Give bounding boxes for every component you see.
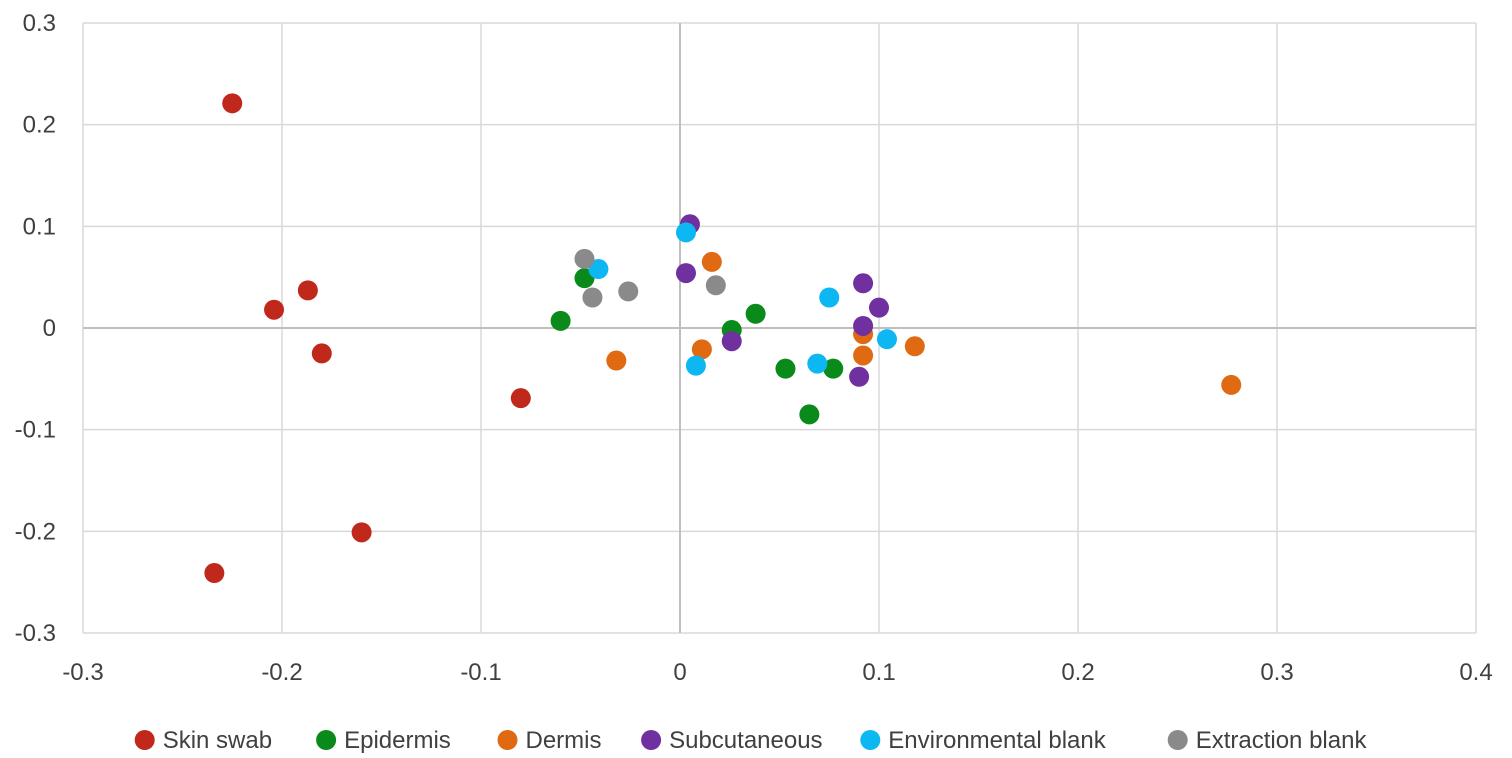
legend-label-environmental-blank: Environmental blank bbox=[888, 727, 1106, 754]
point-dermis bbox=[691, 339, 712, 360]
legend-label-epidermis: Epidermis bbox=[344, 727, 451, 754]
zero-axes bbox=[83, 23, 1476, 633]
point-environmental-blank bbox=[675, 222, 696, 243]
y-tick-label: -0.1 bbox=[15, 417, 56, 444]
legend-item-dermis: Dermis bbox=[497, 727, 602, 754]
x-tick-label: 0.3 bbox=[1260, 659, 1293, 686]
point-dermis bbox=[904, 336, 925, 357]
point-environmental-blank bbox=[876, 329, 897, 350]
legend-marker-dermis bbox=[497, 730, 518, 750]
point-environmental-blank bbox=[588, 259, 609, 280]
point-extraction-blank bbox=[618, 281, 639, 302]
point-epidermis bbox=[550, 310, 571, 331]
point-skin-swab bbox=[311, 343, 332, 364]
x-tick-label: -0.2 bbox=[261, 659, 302, 686]
x-tick-label: 0.2 bbox=[1061, 659, 1094, 686]
point-extraction-blank bbox=[582, 287, 603, 308]
point-dermis bbox=[606, 350, 627, 371]
legend-marker-subcutaneous bbox=[641, 730, 662, 750]
point-dermis bbox=[853, 345, 874, 366]
y-tick-label: -0.2 bbox=[15, 518, 56, 545]
point-subcutaneous bbox=[853, 315, 874, 336]
point-subcutaneous bbox=[849, 366, 870, 387]
y-tick-label: 0.1 bbox=[23, 213, 56, 240]
point-environmental-blank bbox=[819, 287, 840, 308]
x-tick-labels: -0.3 -0.2 -0.1 0 0.1 0.2 0.3 0.4 bbox=[62, 659, 1492, 686]
legend-item-environmental-blank: Environmental blank bbox=[860, 727, 1107, 754]
legend-marker-epidermis bbox=[316, 730, 337, 750]
point-skin-swab bbox=[510, 388, 531, 409]
point-subcutaneous bbox=[675, 263, 696, 284]
x-tick-label: -0.1 bbox=[460, 659, 501, 686]
legend-label-dermis: Dermis bbox=[526, 727, 602, 754]
legend: Skin swab Epidermis Dermis Subcutaneous Envi… bbox=[134, 727, 1368, 754]
legend-marker-environmental-blank bbox=[860, 730, 881, 750]
point-subcutaneous bbox=[869, 297, 889, 318]
x-tick-label: 0.1 bbox=[862, 659, 895, 686]
point-epidermis bbox=[745, 303, 766, 324]
point-epidermis bbox=[823, 358, 844, 379]
legend-item-epidermis: Epidermis bbox=[316, 727, 451, 754]
y-tick-label: -0.3 bbox=[15, 620, 56, 647]
point-environmental-blank bbox=[685, 355, 706, 376]
y-tick-label: 0.2 bbox=[23, 112, 56, 139]
point-environmental-blank bbox=[807, 353, 828, 374]
y-tick-label: 0 bbox=[43, 315, 56, 342]
point-dermis bbox=[1221, 374, 1242, 395]
point-skin-swab bbox=[204, 563, 225, 584]
legend-label-skin-swab: Skin swab bbox=[163, 727, 272, 754]
point-epidermis bbox=[799, 404, 820, 425]
legend-marker-extraction-blank bbox=[1167, 730, 1188, 750]
x-tick-label: -0.3 bbox=[62, 659, 103, 686]
point-subcutaneous bbox=[853, 273, 874, 294]
point-extraction-blank bbox=[574, 248, 595, 269]
point-skin-swab bbox=[222, 93, 243, 114]
legend-label-subcutaneous: Subcutaneous bbox=[669, 727, 822, 754]
legend-item-extraction-blank: Extraction blank bbox=[1167, 727, 1368, 754]
point-skin-swab bbox=[264, 299, 285, 320]
data-points bbox=[204, 93, 1242, 584]
legend-item-skin-swab: Skin swab bbox=[134, 727, 272, 754]
x-tick-label: 0.4 bbox=[1459, 659, 1492, 686]
legend-label-extraction-blank: Extraction blank bbox=[1196, 727, 1368, 754]
point-skin-swab bbox=[297, 280, 318, 301]
legend-item-subcutaneous: Subcutaneous bbox=[641, 727, 823, 754]
point-dermis bbox=[701, 251, 722, 272]
x-tick-label: 0 bbox=[673, 659, 686, 686]
legend-marker-skin-swab bbox=[134, 730, 155, 750]
y-tick-labels: -0.3 -0.2 -0.1 0 0.1 0.2 0.3 bbox=[15, 10, 56, 647]
point-epidermis bbox=[775, 358, 796, 379]
point-extraction-blank bbox=[705, 275, 726, 296]
point-skin-swab bbox=[351, 522, 372, 543]
y-tick-label: 0.3 bbox=[23, 10, 56, 37]
point-subcutaneous bbox=[721, 331, 742, 352]
